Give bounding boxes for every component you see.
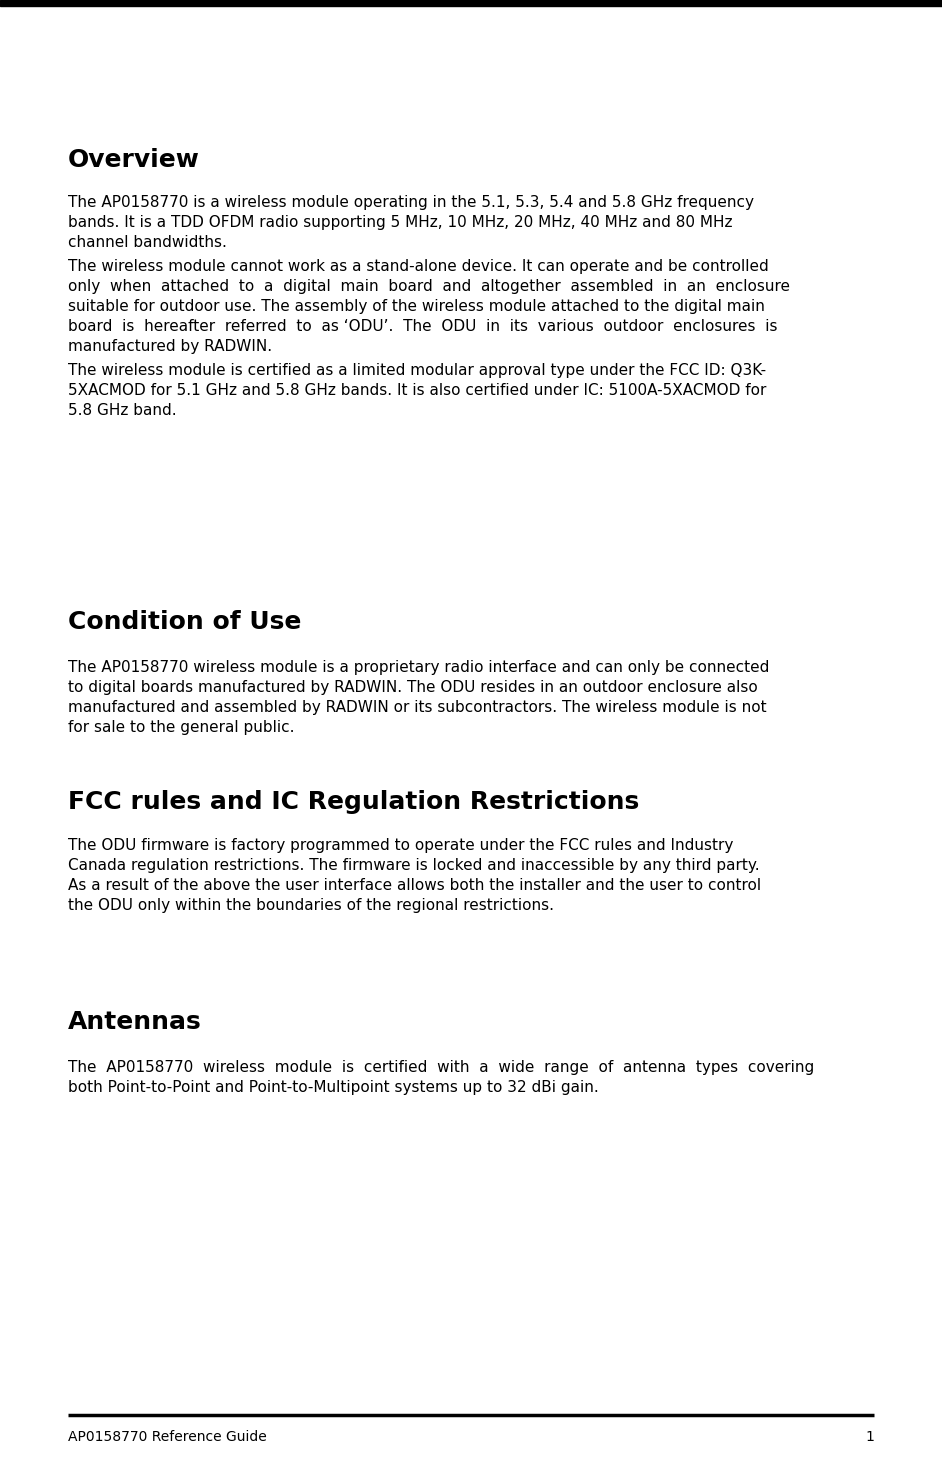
Text: to digital boards manufactured by RADWIN. The ODU resides in an outdoor enclosur: to digital boards manufactured by RADWIN… (68, 679, 757, 695)
Text: manufactured and assembled by RADWIN or its subcontractors. The wireless module : manufactured and assembled by RADWIN or … (68, 700, 767, 714)
Text: Condition of Use: Condition of Use (68, 610, 301, 634)
Text: suitable for outdoor use. The assembly of the wireless module attached to the di: suitable for outdoor use. The assembly o… (68, 299, 765, 313)
Text: 5XACMOD for 5.1 GHz and 5.8 GHz bands. It is also certified under IC: 5100A-5XAC: 5XACMOD for 5.1 GHz and 5.8 GHz bands. I… (68, 384, 767, 398)
Bar (0, 0, 942, 6)
Text: AP0158770 Reference Guide: AP0158770 Reference Guide (68, 1430, 267, 1444)
Text: The AP0158770 is a wireless module operating in the 5.1, 5.3, 5.4 and 5.8 GHz fr: The AP0158770 is a wireless module opera… (68, 195, 754, 209)
Text: The wireless module is certified as a limited modular approval type under the FC: The wireless module is certified as a li… (68, 363, 766, 378)
Text: 1: 1 (865, 1430, 874, 1444)
Text: The ODU firmware is factory programmed to operate under the FCC rules and Indust: The ODU firmware is factory programmed t… (68, 837, 734, 854)
Text: The  AP0158770  wireless  module  is  certified  with  a  wide  range  of  anten: The AP0158770 wireless module is certifi… (68, 1060, 814, 1075)
Text: Antennas: Antennas (68, 1010, 202, 1034)
Text: both Point-to-Point and Point-to-Multipoint systems up to 32 dBi gain.: both Point-to-Point and Point-to-Multipo… (68, 1080, 599, 1095)
Text: Canada regulation restrictions. The firmware is locked and inaccessible by any t: Canada regulation restrictions. The firm… (68, 858, 759, 873)
Text: for sale to the general public.: for sale to the general public. (68, 720, 295, 735)
Text: 5.8 GHz band.: 5.8 GHz band. (68, 403, 177, 419)
Text: FCC rules and IC Regulation Restrictions: FCC rules and IC Regulation Restrictions (68, 791, 640, 814)
Text: only  when  attached  to  a  digital  main  board  and  altogether  assembled  i: only when attached to a digital main boa… (68, 280, 790, 294)
Text: channel bandwidths.: channel bandwidths. (68, 236, 227, 250)
Text: The wireless module cannot work as a stand-alone device. It can operate and be c: The wireless module cannot work as a sta… (68, 259, 769, 274)
Text: manufactured by RADWIN.: manufactured by RADWIN. (68, 340, 272, 354)
Text: the ODU only within the boundaries of the regional restrictions.: the ODU only within the boundaries of th… (68, 897, 554, 914)
Text: bands. It is a TDD OFDM radio supporting 5 MHz, 10 MHz, 20 MHz, 40 MHz and 80 MH: bands. It is a TDD OFDM radio supporting… (68, 215, 733, 230)
Text: As a result of the above the user interface allows both the installer and the us: As a result of the above the user interf… (68, 878, 761, 893)
Text: board  is  hereafter  referred  to  as ‘ODU’.  The  ODU  in  its  various  outdo: board is hereafter referred to as ‘ODU’.… (68, 319, 777, 334)
Text: Overview: Overview (68, 148, 200, 171)
Text: The AP0158770 wireless module is a proprietary radio interface and can only be c: The AP0158770 wireless module is a propr… (68, 660, 770, 675)
